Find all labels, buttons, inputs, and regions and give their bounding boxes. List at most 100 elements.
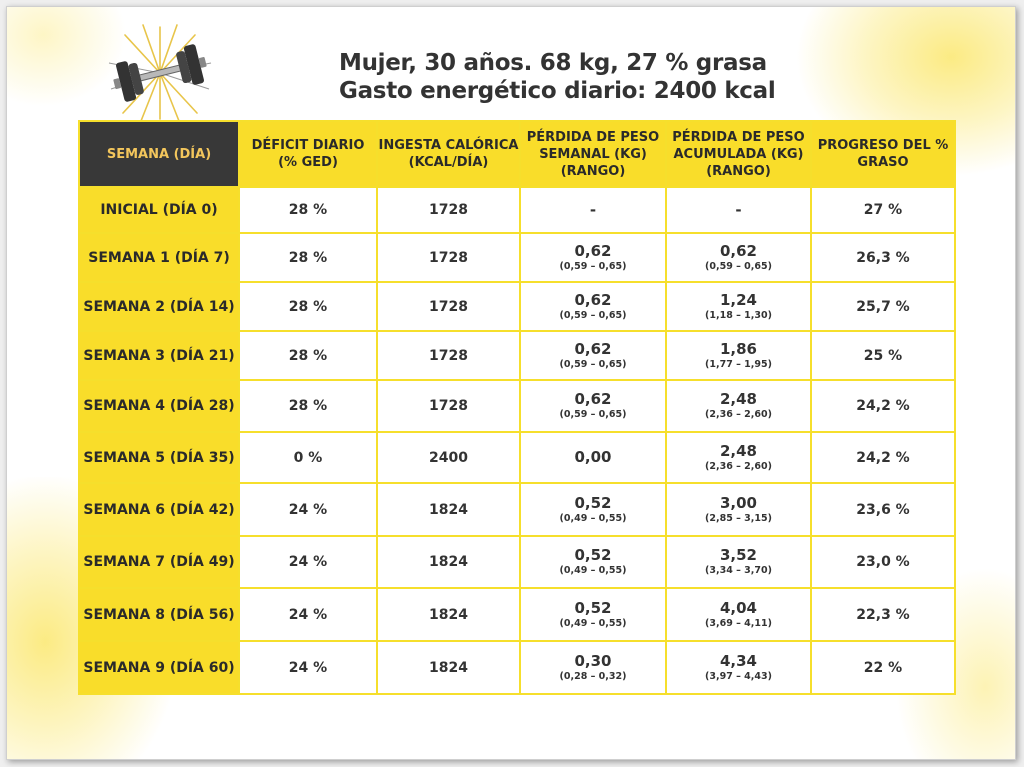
cumulative-loss-range: (2,85 – 3,15) xyxy=(705,512,772,524)
weekly-loss-cell: 0,00 xyxy=(519,431,667,484)
intake-cell: 1824 xyxy=(376,587,521,642)
weekly-loss-cell: 0,30 (0,28 – 0,32) xyxy=(519,640,667,695)
week-cell: SEMANA 9 (DÍA 60) xyxy=(78,640,240,695)
cumulative-loss-value: - xyxy=(735,200,742,219)
weekly-loss-range: (0,49 – 0,55) xyxy=(559,617,627,629)
weekly-loss-value: 0,30 xyxy=(574,651,612,670)
weekly-loss-value: 0,52 xyxy=(574,598,612,617)
intake-cell: 1824 xyxy=(376,535,521,589)
weekly-loss-value: 0,62 xyxy=(574,339,612,358)
cumulative-loss-cell: 3,52 (3,34 – 3,70) xyxy=(665,535,812,589)
fat-progress-cell: 23,6 % xyxy=(810,482,956,537)
cumulative-loss-cell: 2,48 (2,36 – 2,60) xyxy=(665,379,812,433)
cumulative-loss-cell: 1,24 (1,18 – 1,30) xyxy=(665,281,812,332)
deficit-cell: 28 % xyxy=(238,330,378,381)
column-header-intake: INGESTA CALÓRICA (KCAL/DÍA) xyxy=(376,120,521,188)
weekly-loss-range: (0,49 – 0,55) xyxy=(559,512,627,524)
cumulative-loss-range: (3,34 – 3,70) xyxy=(705,565,772,576)
table-row: SEMANA 4 (DÍA 28) 28 % 1728 0,62 (0,59 – … xyxy=(78,379,956,433)
intake-cell: 1728 xyxy=(376,281,521,332)
cumulative-loss-value: 3,00 xyxy=(719,493,757,512)
deficit-cell: 24 % xyxy=(238,640,378,695)
weekly-loss-range: (0,49 – 0,55) xyxy=(559,565,627,576)
table-header-row: SEMANA (DÍA) DÉFICIT DIARIO (% GED) INGE… xyxy=(78,120,956,188)
dumbbell-icon xyxy=(108,24,212,122)
weekly-loss-cell: 0,52 (0,49 – 0,55) xyxy=(519,587,667,642)
infographic-page: Mujer, 30 años. 68 kg, 27 % grasa Gasto … xyxy=(6,6,1016,760)
fat-progress-cell: 24,2 % xyxy=(810,379,956,433)
intake-cell: 1824 xyxy=(376,482,521,537)
fat-progress-cell: 26,3 % xyxy=(810,232,956,283)
fat-progress-cell: 25,7 % xyxy=(810,281,956,332)
cumulative-loss-range: (3,97 – 4,43) xyxy=(705,670,772,682)
week-cell: SEMANA 3 (DÍA 21) xyxy=(78,330,240,381)
weekly-loss-cell: 0,62 (0,59 – 0,65) xyxy=(519,281,667,332)
page-title: Mujer, 30 años. 68 kg, 27 % grasa Gasto … xyxy=(339,49,776,105)
week-cell: INICIAL (DÍA 0) xyxy=(78,186,240,234)
weekly-loss-cell: 0,52 (0,49 – 0,55) xyxy=(519,482,667,537)
cumulative-loss-cell: 0,62 (0,59 – 0,65) xyxy=(665,232,812,283)
progress-table: SEMANA (DÍA) DÉFICIT DIARIO (% GED) INGE… xyxy=(78,120,956,695)
deficit-cell: 24 % xyxy=(238,482,378,537)
column-header-fat-progress: PROGRESO DEL % GRASO xyxy=(810,120,956,188)
weekly-loss-range: (0,59 – 0,65) xyxy=(559,309,627,321)
cumulative-loss-cell: 3,00 (2,85 – 3,15) xyxy=(665,482,812,537)
week-cell: SEMANA 8 (DÍA 56) xyxy=(78,587,240,642)
cumulative-loss-value: 2,48 xyxy=(719,441,757,460)
cumulative-loss-cell: 4,04 (3,69 – 4,11) xyxy=(665,587,812,642)
deficit-cell: 28 % xyxy=(238,186,378,234)
table-row: SEMANA 6 (DÍA 42) 24 % 1824 0,52 (0,49 – … xyxy=(78,482,956,537)
weekly-loss-cell: 0,62 (0,59 – 0,65) xyxy=(519,330,667,381)
cumulative-loss-value: 1,24 xyxy=(719,290,757,309)
fat-progress-cell: 22 % xyxy=(810,640,956,695)
deficit-cell: 24 % xyxy=(238,535,378,589)
cumulative-loss-cell: 1,86 (1,77 – 1,95) xyxy=(665,330,812,381)
weekly-loss-value: 0,62 xyxy=(574,241,612,260)
table-row: SEMANA 7 (DÍA 49) 24 % 1824 0,52 (0,49 – … xyxy=(78,535,956,589)
cumulative-loss-range: (0,59 – 0,65) xyxy=(705,260,772,272)
column-header-cumulative-loss: PÉRDIDA DE PESO ACUMULADA (KG) (RANGO) xyxy=(665,120,812,188)
table-row: SEMANA 3 (DÍA 21) 28 % 1728 0,62 (0,59 – … xyxy=(78,330,956,381)
fat-progress-cell: 23,0 % xyxy=(810,535,956,589)
cumulative-loss-value: 4,04 xyxy=(719,598,757,617)
fat-progress-cell: 22,3 % xyxy=(810,587,956,642)
week-cell: SEMANA 1 (DÍA 7) xyxy=(78,232,240,283)
cumulative-loss-range: (1,18 – 1,30) xyxy=(705,309,772,321)
week-cell: SEMANA 2 (DÍA 14) xyxy=(78,281,240,332)
cumulative-loss-range: (1,77 – 1,95) xyxy=(705,358,772,370)
fat-progress-cell: 24,2 % xyxy=(810,431,956,484)
week-cell: SEMANA 5 (DÍA 35) xyxy=(78,431,240,484)
week-cell: SEMANA 7 (DÍA 49) xyxy=(78,535,240,589)
cumulative-loss-value: 4,34 xyxy=(719,651,757,670)
intake-cell: 1728 xyxy=(376,186,521,234)
title-line-2: Gasto energético diario: 2400 kcal xyxy=(339,78,776,104)
cumulative-loss-range: (2,36 – 2,60) xyxy=(705,460,772,472)
intake-cell: 1824 xyxy=(376,640,521,695)
fat-progress-cell: 25 % xyxy=(810,330,956,381)
cumulative-loss-cell: 4,34 (3,97 – 4,43) xyxy=(665,640,812,695)
weekly-loss-value: 0,00 xyxy=(574,448,612,466)
weekly-loss-range: (0,59 – 0,65) xyxy=(559,260,627,272)
weekly-loss-value: 0,52 xyxy=(574,546,612,564)
weekly-loss-value: - xyxy=(589,200,597,219)
cumulative-loss-value: 1,86 xyxy=(719,339,757,358)
table-row: SEMANA 5 (DÍA 35) 0 % 2400 0,00 2,48 (2,3… xyxy=(78,431,956,484)
title-line-1: Mujer, 30 años. 68 kg, 27 % grasa xyxy=(339,50,767,76)
weekly-loss-value: 0,62 xyxy=(574,390,612,408)
weekly-loss-cell: 0,62 (0,59 – 0,65) xyxy=(519,379,667,433)
fat-progress-cell: 27 % xyxy=(810,186,956,234)
table-row: SEMANA 2 (DÍA 14) 28 % 1728 0,62 (0,59 – … xyxy=(78,281,956,332)
weekly-loss-value: 0,62 xyxy=(574,290,612,309)
weekly-loss-cell: 0,52 (0,49 – 0,55) xyxy=(519,535,667,589)
deficit-cell: 28 % xyxy=(238,232,378,283)
intake-cell: 1728 xyxy=(376,232,521,283)
deficit-cell: 28 % xyxy=(238,379,378,433)
deficit-cell: 24 % xyxy=(238,587,378,642)
weekly-loss-range: (0,59 – 0,65) xyxy=(559,409,627,420)
column-header-weekly-loss: PÉRDIDA DE PESO SEMANAL (KG) (RANGO) xyxy=(519,120,667,188)
table-row: SEMANA 9 (DÍA 60) 24 % 1824 0,30 (0,28 – … xyxy=(78,640,956,695)
deficit-cell: 28 % xyxy=(238,281,378,332)
weekly-loss-value: 0,52 xyxy=(574,493,612,512)
weekly-loss-range: (0,59 – 0,65) xyxy=(559,358,627,370)
week-cell: SEMANA 4 (DÍA 28) xyxy=(78,379,240,433)
